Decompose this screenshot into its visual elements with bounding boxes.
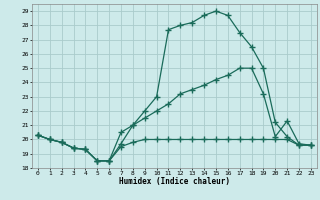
X-axis label: Humidex (Indice chaleur): Humidex (Indice chaleur) [119,177,230,186]
